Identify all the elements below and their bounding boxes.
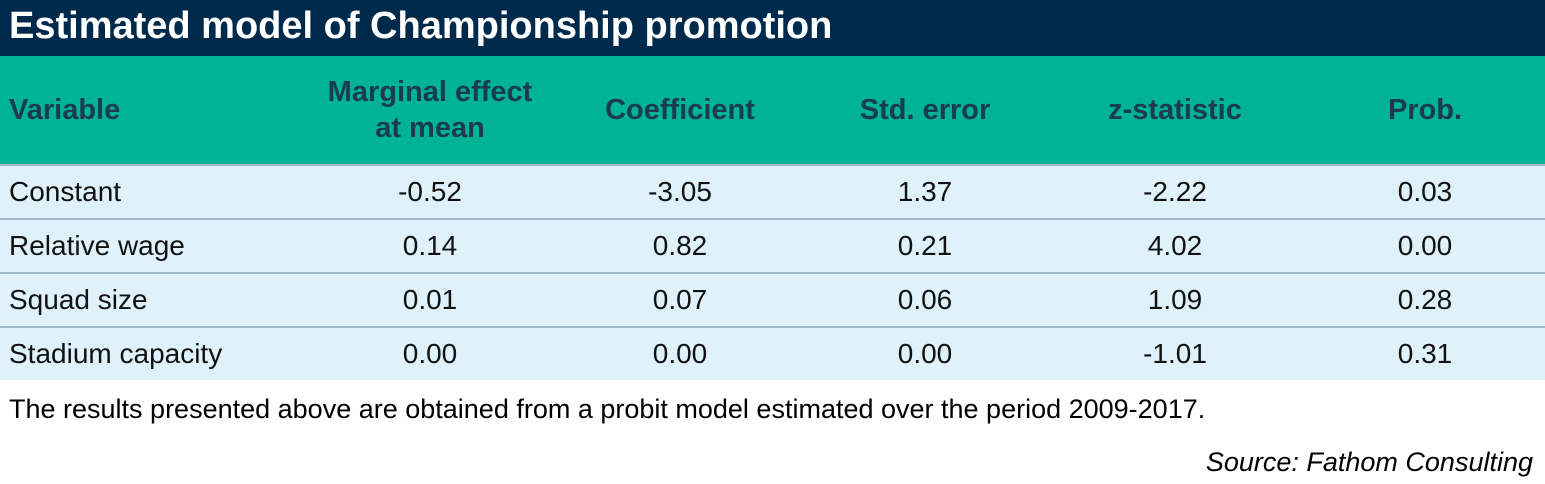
table-row: Squad size 0.01 0.07 0.06 1.09 0.28 xyxy=(0,272,1545,326)
table-row: Stadium capacity 0.00 0.00 0.00 -1.01 0.31 xyxy=(0,326,1545,380)
table-header-row: Variable Marginal effect at mean Coefficien… xyxy=(0,56,1545,164)
table-cell: 1.37 xyxy=(897,176,953,207)
table-cell: 0.00 xyxy=(402,338,458,369)
column-header-0: Variable xyxy=(9,56,289,164)
source-credit: Source: Fathom Consulting xyxy=(1205,447,1533,477)
column-header-line: Variable xyxy=(9,94,121,126)
table-note: The results presented above are obtained… xyxy=(9,394,1206,424)
table-row: Constant -0.52 -3.05 1.37 -2.22 0.03 xyxy=(0,164,1545,218)
table-cell: 4.02 xyxy=(1147,230,1203,261)
column-header-line: z-statistic xyxy=(1108,94,1242,126)
column-header-2: Coefficient xyxy=(555,56,805,164)
row-label: Relative wage xyxy=(9,230,185,261)
table-cell: 0.03 xyxy=(1397,176,1453,207)
table-cell: 0.21 xyxy=(897,230,953,261)
table-cell: -3.05 xyxy=(648,176,712,207)
table-cell: 0.01 xyxy=(402,284,458,315)
column-header-line: Prob. xyxy=(1387,94,1463,126)
column-header-3: Std. error xyxy=(800,56,1050,164)
table-cell: 0.31 xyxy=(1397,338,1453,369)
table-cell: 0.14 xyxy=(402,230,458,261)
table-cell: 0.06 xyxy=(897,284,953,315)
column-header-line: Marginal effect xyxy=(327,76,533,108)
table-cell: 1.09 xyxy=(1147,284,1203,315)
table-cell: -1.01 xyxy=(1143,338,1207,369)
row-label: Squad size xyxy=(9,284,148,315)
column-header-4: z-statistic xyxy=(1050,56,1300,164)
column-header-line: Std. error xyxy=(859,94,991,126)
table-cell: -2.22 xyxy=(1143,176,1207,207)
column-header-1: Marginal effect at mean xyxy=(290,56,570,164)
table-cell: 0.07 xyxy=(652,284,708,315)
row-label: Stadium capacity xyxy=(9,338,223,369)
table-title: Estimated model of Championship promotio… xyxy=(9,5,833,47)
row-label: Constant xyxy=(9,176,122,207)
title-bar: Estimated model of Championship promotio… xyxy=(0,0,1545,56)
column-header-line: Coefficient xyxy=(605,94,755,126)
table-row: Relative wage 0.14 0.82 0.21 4.02 0.00 xyxy=(0,218,1545,272)
table-cell: 0.82 xyxy=(652,230,708,261)
table-cell: -0.52 xyxy=(398,176,462,207)
table-cell: 0.00 xyxy=(897,338,953,369)
column-header-line: at mean xyxy=(375,112,485,144)
table-cell: 0.00 xyxy=(1397,230,1453,261)
table-cell: 0.00 xyxy=(652,338,708,369)
table-cell: 0.28 xyxy=(1397,284,1453,315)
column-header-5: Prob. xyxy=(1300,56,1545,164)
